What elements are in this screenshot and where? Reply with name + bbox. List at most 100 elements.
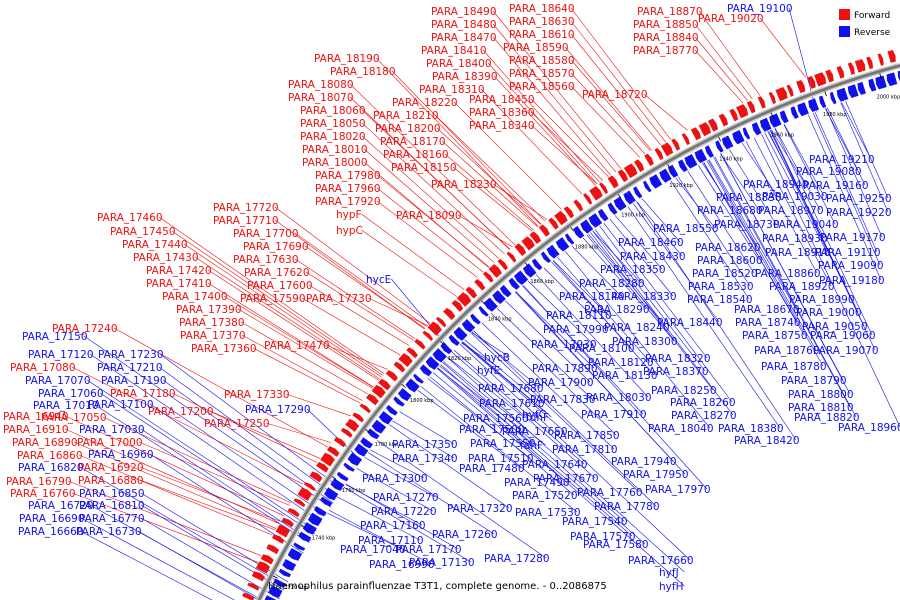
reverse-gene-label: PARA_17580 xyxy=(583,539,649,551)
reverse-gene-label: PARA_18670 xyxy=(734,304,800,316)
forward-gene-label: PARA_18580 xyxy=(509,55,575,67)
reverse-gene-label: PARA_17940 xyxy=(611,456,677,468)
forward-gene-label: PARA_16760 xyxy=(10,488,76,500)
reverse-gene-arrow xyxy=(526,263,537,275)
reverse-leader-line xyxy=(356,468,434,512)
reverse-leader-line xyxy=(306,408,363,462)
reverse-gene-label: PARA_16990 xyxy=(369,559,435,571)
forward-gene-label: PARA_18410 xyxy=(421,45,487,57)
forward-gene-label: PARA_18360 xyxy=(469,107,535,119)
reverse-gene-label: PARA_17910 xyxy=(581,409,647,421)
forward-gene-arrow xyxy=(316,462,329,473)
reverse-gene-arrow xyxy=(847,85,855,99)
forward-gene-arrow xyxy=(443,307,456,321)
reverse-gene-arrow xyxy=(320,496,333,507)
forward-leader-line xyxy=(487,62,598,185)
reverse-gene-label: PARA_18320 xyxy=(645,353,711,365)
forward-gene-label: PARA_18150 xyxy=(391,162,457,174)
reverse-gene-label: PARA_17510 xyxy=(468,453,534,465)
forward-gene-arrow xyxy=(623,165,635,179)
forward-leader-line xyxy=(237,308,373,389)
reverse-leader-line xyxy=(636,201,683,257)
forward-gene-label: PARA_18090 xyxy=(396,210,462,222)
tick-mark xyxy=(273,575,278,579)
gene-features xyxy=(242,49,900,600)
reverse-gene-label: PARA_17830 xyxy=(530,394,596,406)
reverse-gene-arrow xyxy=(573,225,585,239)
reverse-gene-label: PARA_17150 xyxy=(22,331,88,343)
reverse-leader-line xyxy=(774,128,873,336)
forward-gene-label: PARA_17470 xyxy=(264,340,330,352)
forward-leader-line xyxy=(361,229,458,297)
forward-gene-label: PARA_18450 xyxy=(469,94,535,106)
forward-gene-arrow xyxy=(429,321,442,334)
reverse-gene-arrow xyxy=(514,272,526,286)
reverse-gene-label: PARA_17530 xyxy=(515,507,581,519)
forward-gene-label: PARA_17240 xyxy=(52,323,118,335)
reverse-leader-line xyxy=(447,356,526,419)
reverse-leader-line xyxy=(140,428,311,542)
forward-leader-line xyxy=(138,441,290,506)
reverse-gene-label: hycE xyxy=(366,274,391,286)
reverse-gene-label: PARA_18860 xyxy=(755,268,821,280)
forward-leader-line xyxy=(452,166,533,232)
reverse-leader-line xyxy=(491,313,617,436)
reverse-leader-line xyxy=(687,170,755,274)
reverse-leader-line xyxy=(703,162,805,336)
reverse-gene-arrow xyxy=(355,443,369,455)
reverse-gene-label: PARA_17990 xyxy=(543,324,609,336)
forward-gene-label: PARA_18870 xyxy=(637,6,703,18)
forward-leader-line xyxy=(570,72,646,155)
forward-leader-line xyxy=(570,7,671,140)
tick-mark xyxy=(824,91,827,97)
label-leader-lines xyxy=(64,7,900,600)
reverse-gene-label: PARA_18910 xyxy=(765,247,831,259)
tick-label: 1820 kbp xyxy=(448,356,472,362)
forward-gene-arrow xyxy=(255,565,268,574)
tick-label: 1860 kbp xyxy=(530,279,554,285)
forward-gene-label: PARA_17430 xyxy=(133,252,199,264)
reverse-gene-label: PARA_19180 xyxy=(819,275,885,287)
forward-leader-line xyxy=(457,214,513,248)
forward-leader-line xyxy=(376,174,490,268)
reverse-gene-arrow xyxy=(875,76,884,90)
forward-leader-line xyxy=(391,70,542,225)
reverse-gene-arrow xyxy=(684,155,695,169)
forward-leader-line xyxy=(71,492,258,563)
forward-gene-arrow xyxy=(746,100,756,114)
forward-gene-label: PARA_18200 xyxy=(375,123,441,135)
forward-gene-label: PARA_17370 xyxy=(180,330,246,342)
forward-gene-arrow xyxy=(583,193,593,205)
reverse-leader-line xyxy=(768,130,852,300)
reverse-gene-label: PARA_18990 xyxy=(789,294,855,306)
reverse-gene-label: PARA_17160 xyxy=(360,520,426,532)
reverse-leader-line xyxy=(94,404,310,544)
reverse-gene-label: PARA_17560 xyxy=(463,413,529,425)
reverse-leader-line xyxy=(86,379,317,532)
reverse-gene-arrow xyxy=(808,99,817,113)
reverse-gene-label: PARA_17340 xyxy=(392,453,458,465)
reverse-gene-label: PARA_19100 xyxy=(727,3,793,15)
forward-gene-arrow xyxy=(836,65,845,79)
reverse-leader-line xyxy=(343,487,472,563)
reverse-leader-line xyxy=(140,517,280,600)
forward-leader-line xyxy=(376,200,478,278)
forward-gene-arrow xyxy=(281,517,294,528)
reverse-gene-arrow xyxy=(393,396,405,407)
reverse-leader-line xyxy=(391,278,453,353)
forward-gene-arrow xyxy=(456,294,469,307)
reverse-gene-arrow xyxy=(558,237,570,250)
forward-leader-line xyxy=(113,327,328,448)
tick-label: 1840 kbp xyxy=(488,316,512,322)
reverse-gene-label: PARA_17760 xyxy=(577,487,643,499)
reverse-gene-arrow xyxy=(354,447,366,457)
forward-gene-label: PARA_18470 xyxy=(431,32,497,44)
reverse-gene-arrow xyxy=(597,208,609,222)
tick-mark xyxy=(770,112,774,118)
forward-gene-arrow xyxy=(277,524,290,534)
reverse-gene-label: PARA_17670 xyxy=(533,473,599,485)
forward-gene-label: PARA_18050 xyxy=(300,118,366,130)
forward-gene-label: PARA_18490 xyxy=(431,6,497,18)
forward-leader-line xyxy=(207,269,380,381)
reverse-gene-label: PARA_18110 xyxy=(546,310,612,322)
